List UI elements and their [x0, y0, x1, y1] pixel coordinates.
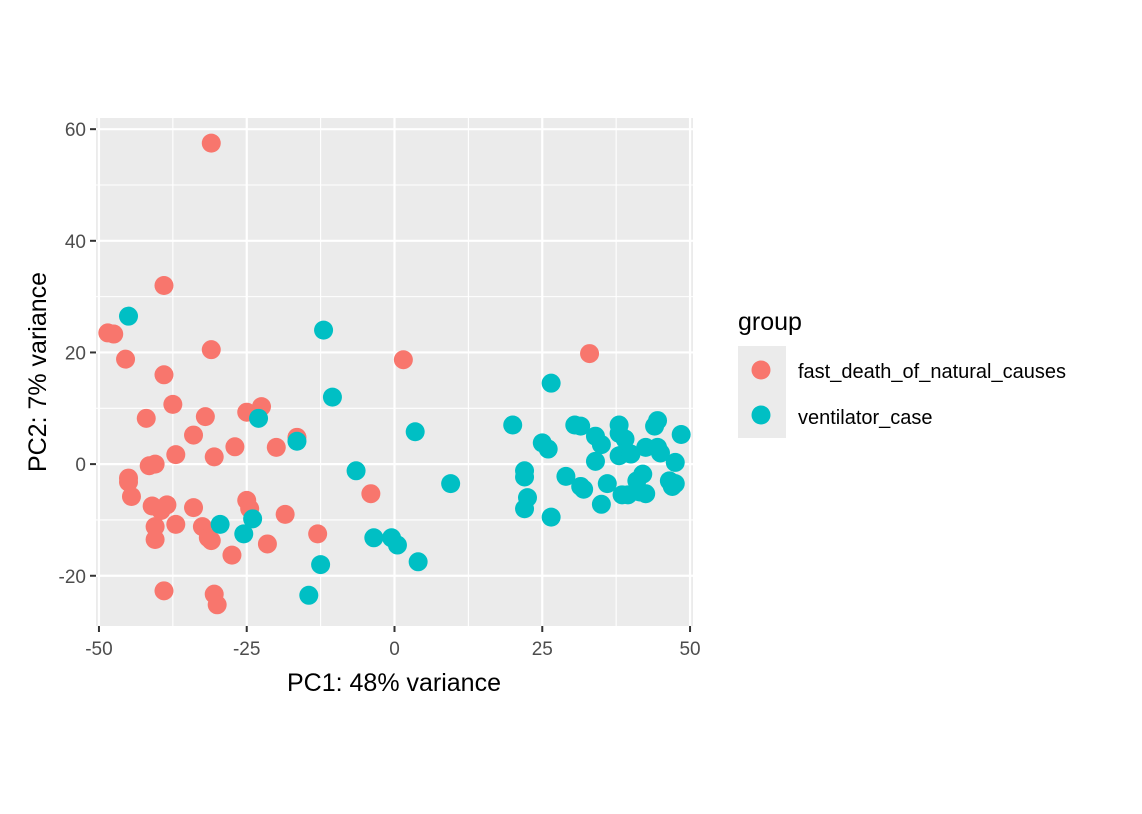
data-point-ventilator — [636, 484, 656, 504]
data-point-fast-death — [308, 524, 328, 544]
data-point-fast-death — [145, 529, 165, 549]
data-point-fast-death — [207, 595, 227, 615]
data-point-fast-death — [119, 472, 139, 492]
data-point-fast-death — [222, 545, 242, 565]
y-axis-title: PC2: 7% variance — [24, 272, 52, 472]
data-point-ventilator — [585, 451, 605, 471]
data-point-fast-death — [154, 581, 174, 601]
data-point-ventilator — [574, 479, 594, 499]
data-point-fast-death — [104, 324, 124, 344]
data-point-ventilator — [387, 535, 407, 555]
data-point-ventilator — [515, 467, 535, 487]
data-point-ventilator — [346, 461, 366, 481]
x-tick-label: 50 — [679, 639, 700, 660]
data-point-ventilator — [591, 494, 611, 514]
data-point-ventilator — [650, 443, 670, 463]
data-point-ventilator — [287, 431, 307, 451]
data-point-fast-death — [361, 484, 381, 504]
data-point-ventilator — [645, 416, 665, 436]
data-point-fast-death — [204, 447, 224, 467]
data-point-ventilator — [591, 435, 611, 455]
data-point-ventilator — [621, 444, 641, 464]
data-point-ventilator — [314, 320, 334, 340]
data-point-ventilator — [503, 415, 523, 435]
data-point-ventilator — [441, 474, 461, 494]
data-point-ventilator — [299, 585, 319, 605]
data-point-fast-death — [275, 504, 295, 524]
data-point-fast-death — [201, 531, 221, 551]
data-point-fast-death — [163, 394, 183, 414]
data-point-fast-death — [201, 133, 221, 153]
data-point-fast-death — [195, 407, 215, 427]
data-point-ventilator — [538, 439, 558, 459]
data-point-fast-death — [580, 344, 600, 364]
y-tick-label: -20 — [59, 567, 86, 588]
data-point-fast-death — [184, 498, 204, 518]
data-point-ventilator — [405, 422, 425, 442]
data-point-fast-death — [151, 500, 171, 520]
data-point-ventilator — [408, 552, 428, 572]
data-point-fast-death — [145, 454, 165, 474]
data-point-ventilator — [571, 416, 591, 436]
data-point-ventilator — [633, 464, 653, 484]
data-point-ventilator — [615, 429, 635, 449]
data-point-fast-death — [225, 437, 245, 457]
data-point-fast-death — [154, 365, 174, 385]
x-axis-title: PC1: 48% variance — [287, 669, 501, 697]
data-point-fast-death — [184, 425, 204, 445]
data-point-ventilator — [597, 474, 617, 494]
data-point-ventilator — [541, 373, 561, 393]
data-point-ventilator — [541, 507, 561, 527]
x-tick-label: -25 — [233, 639, 260, 660]
data-point-fast-death — [257, 534, 277, 554]
data-point-ventilator — [234, 524, 254, 544]
data-point-ventilator — [322, 387, 342, 407]
legend: group fast_death_of_natural_causes venti… — [738, 308, 1066, 438]
data-point-fast-death — [136, 408, 156, 428]
data-point-ventilator — [249, 408, 269, 428]
legend-key-fast-death — [751, 360, 771, 380]
data-point-ventilator — [119, 306, 139, 326]
legend-label-fast-death: fast_death_of_natural_causes — [798, 361, 1066, 383]
data-point-fast-death — [154, 275, 174, 295]
data-point-ventilator — [210, 514, 230, 534]
data-point-fast-death — [166, 514, 186, 534]
data-point-ventilator — [243, 509, 263, 529]
data-point-fast-death — [393, 350, 413, 370]
data-point-fast-death — [166, 445, 186, 465]
data-point-ventilator — [665, 474, 685, 494]
data-point-fast-death — [266, 437, 286, 457]
y-tick-label: 60 — [65, 120, 86, 141]
y-tick-label: 0 — [75, 455, 86, 476]
x-tick-label: -50 — [85, 639, 112, 660]
data-point-ventilator — [671, 425, 691, 445]
data-point-ventilator — [556, 466, 576, 486]
y-tick-label: 40 — [65, 232, 86, 253]
y-tick-label: 20 — [65, 343, 86, 364]
data-point-ventilator — [311, 555, 331, 575]
x-tick-label: 25 — [532, 639, 553, 660]
legend-label-ventilator: ventilator_case — [798, 407, 933, 429]
data-point-fast-death — [121, 486, 141, 506]
data-point-ventilator — [364, 528, 384, 548]
x-tick-label: 0 — [389, 639, 400, 660]
data-point-ventilator — [515, 499, 535, 519]
legend-key-ventilator — [751, 405, 771, 425]
data-point-ventilator — [665, 452, 685, 472]
data-point-fast-death — [201, 340, 221, 360]
data-point-fast-death — [116, 349, 136, 369]
legend-title: group — [738, 308, 802, 336]
